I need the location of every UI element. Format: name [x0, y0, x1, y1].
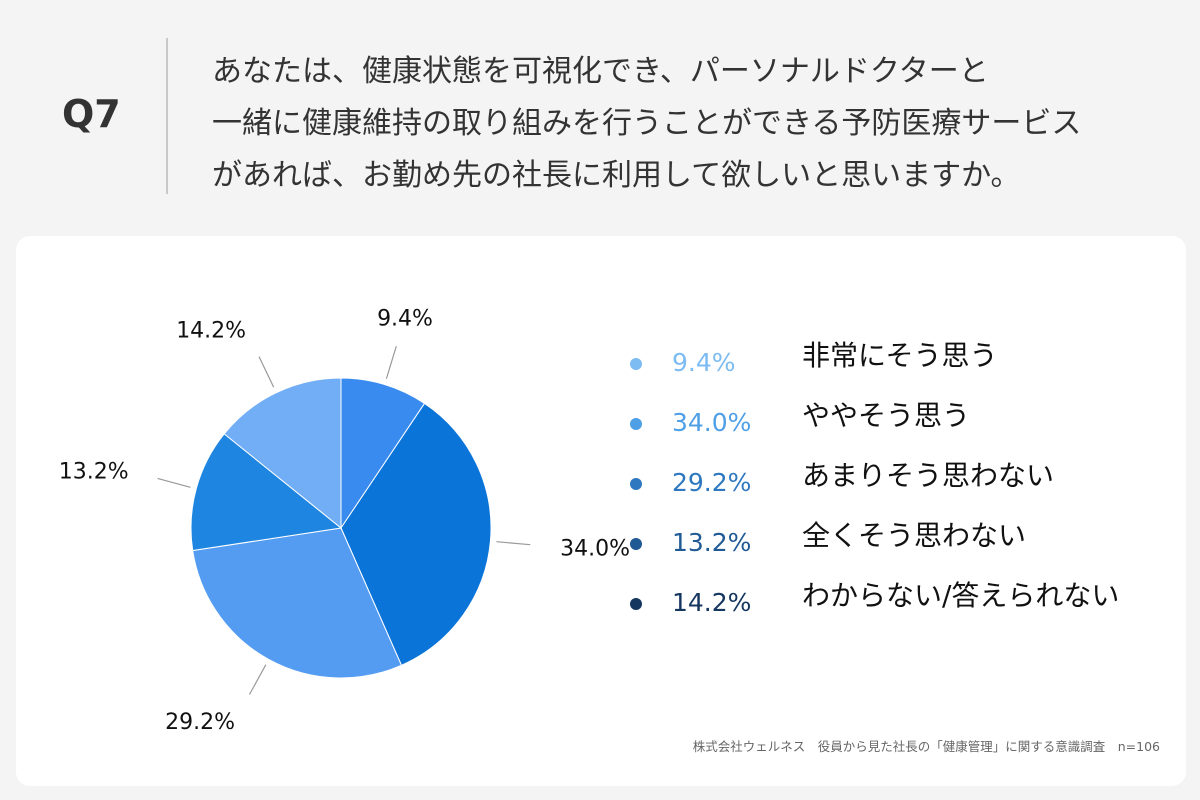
source-note: 株式会社ウェルネス 役員から見た社長の「健康管理」に関する意識調査 n=106 [692, 739, 1160, 754]
question-line-2: 一緒に健康維持の取り組みを行うことができる予防医療サービス [212, 106, 1082, 141]
leader-line [258, 356, 275, 388]
pie-data-label: 13.2% [59, 460, 129, 485]
pie-data-label: 14.2% [176, 319, 246, 344]
leader-line [248, 664, 267, 695]
question-divider [166, 38, 168, 194]
pie-slice-not-much [192, 527, 403, 679]
pie-data-label: 29.2% [165, 710, 235, 735]
pie-slice-not-at-all [190, 433, 343, 552]
pie-data-label: 9.4% [377, 307, 433, 332]
leader-line [385, 346, 397, 379]
leader-line [496, 541, 531, 546]
pie-slice-dont-know [223, 377, 342, 530]
question-line-3: があれば、お勤め先の社長に利用して欲しいと思いますか。 [212, 158, 1021, 193]
pie-slice-somewhat [340, 402, 492, 666]
leader-line [157, 477, 191, 488]
question-text: あなたは、健康状態を可視化でき、パーソナルドクターと 一緒に健康維持の取り組みを… [212, 46, 1081, 202]
pie-data-label: 34.0% [560, 536, 630, 561]
question-line-1: あなたは、健康状態を可視化でき、パーソナルドクターと [212, 54, 989, 89]
question-number: Q7 [62, 92, 121, 136]
pie-slice-very-much [340, 377, 426, 530]
